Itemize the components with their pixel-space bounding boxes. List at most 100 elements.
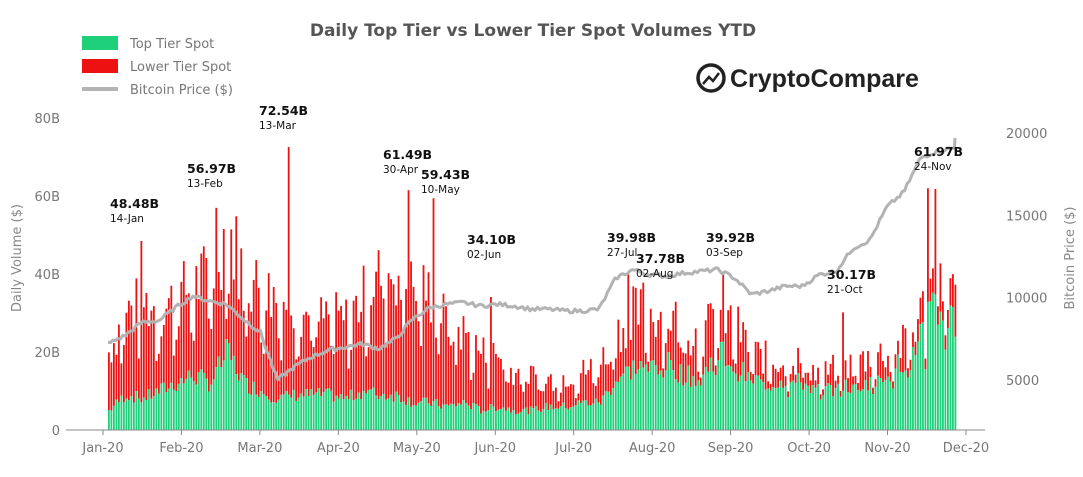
bar-top-tier [452, 404, 455, 430]
bar-lower-tier [902, 324, 904, 373]
bar-top-tier [247, 393, 250, 430]
bar-lower-tier [245, 336, 248, 379]
bar-top-tier [824, 386, 827, 430]
bar-lower-tier [889, 371, 892, 382]
bar-lower-tier [190, 332, 193, 378]
bar-top-tier [330, 390, 333, 430]
bar-top-tier [922, 322, 924, 430]
bar-top-tier [252, 381, 255, 430]
bar-top-tier [934, 294, 937, 430]
bar-lower-tier [664, 343, 667, 371]
bar-lower-tier [367, 347, 370, 390]
bar-lower-tier [617, 319, 620, 382]
bar-lower-tier [275, 302, 278, 403]
bar-top-tier [215, 367, 218, 430]
bar-lower-tier [657, 320, 660, 375]
bar-lower-tier [892, 381, 894, 389]
annotation-date: 13-Mar [259, 120, 297, 132]
bar-lower-tier [217, 271, 220, 357]
bar-top-tier [897, 354, 899, 430]
bar-top-tier [779, 380, 782, 430]
bar-top-tier [682, 385, 685, 430]
bar-top-tier [372, 387, 375, 430]
bar-lower-tier [172, 355, 175, 390]
bar-top-tier [262, 394, 265, 430]
bar-top-tier [242, 375, 245, 430]
bar-lower-tier [357, 322, 360, 393]
bar-top-tier [557, 408, 560, 430]
bar-top-tier [185, 378, 188, 430]
bar-top-tier [477, 406, 480, 430]
bar-top-tier [415, 405, 417, 430]
bar-lower-tier [142, 307, 145, 398]
bar-lower-tier [372, 296, 375, 388]
annotation-date: 03-Sep [706, 247, 743, 259]
bar-top-tier [642, 367, 645, 430]
bar-lower-tier [699, 377, 702, 386]
bar-lower-tier [702, 356, 705, 375]
bar-lower-tier [834, 380, 837, 389]
bar-lower-tier [824, 361, 827, 387]
bar-top-tier [862, 389, 864, 430]
bar-lower-tier [589, 359, 592, 406]
bar-lower-tier [505, 381, 507, 411]
bar-lower-tier [152, 306, 155, 397]
bar-top-tier [500, 408, 502, 430]
bar-top-tier [317, 388, 320, 430]
bar-lower-tier [360, 311, 363, 400]
bar-top-tier [295, 400, 298, 430]
annotation-date: 02-Jun [467, 249, 501, 261]
bar-top-tier [460, 404, 462, 430]
bar-lower-tier [287, 147, 290, 395]
bar-top-tier [549, 404, 552, 430]
bar-lower-tier [707, 303, 710, 372]
annotation-date: 14-Jan [110, 213, 144, 225]
bar-lower-tier [432, 198, 435, 401]
annotation-value: 30.17B [827, 267, 876, 282]
bar-top-tier [582, 400, 585, 430]
bar-lower-tier [679, 347, 682, 365]
bar-top-tier [927, 301, 929, 430]
bar-lower-tier [794, 374, 797, 383]
bar-top-tier [804, 383, 807, 430]
bar-lower-tier [797, 347, 799, 374]
bar-top-tier [632, 360, 635, 430]
bar-top-tier [347, 399, 350, 430]
bar-lower-tier [312, 347, 315, 395]
bar-top-tier [455, 406, 457, 430]
bar-top-tier [562, 402, 565, 430]
bar-top-tier [512, 410, 515, 430]
bar-lower-tier [947, 309, 949, 328]
bar-lower-tier [485, 362, 487, 412]
bar-top-tier [357, 392, 360, 430]
x-tick-label: Jan-20 [81, 441, 123, 456]
legend-label-top-tier: Top Tier Spot [129, 37, 214, 52]
bar-lower-tier [465, 332, 467, 404]
bar-top-tier [844, 379, 847, 430]
bar-top-tier [335, 395, 338, 430]
bar-lower-tier [662, 368, 665, 378]
bar-lower-tier [385, 342, 387, 400]
bar-top-tier [255, 394, 258, 430]
bar-top-tier [679, 364, 682, 430]
bar-top-tier [480, 413, 482, 430]
bar-top-tier [437, 406, 440, 430]
bar-top-tier [187, 370, 190, 430]
bar-top-tier [947, 327, 949, 430]
bar-lower-tier [832, 354, 834, 397]
bar-top-tier [115, 399, 118, 430]
bar-top-tier [537, 410, 540, 430]
bar-top-tier [787, 397, 789, 430]
bar-lower-tier [147, 326, 150, 390]
bar-lower-tier [417, 321, 420, 403]
bar-lower-tier [280, 360, 283, 395]
bar-lower-tier [604, 364, 607, 392]
bar-lower-tier [879, 343, 882, 379]
bar-top-tier [180, 378, 183, 430]
x-tick-label: Jul-20 [554, 441, 592, 456]
bar-top-tier [827, 383, 829, 430]
x-tick-label: Mar-20 [237, 441, 282, 456]
annotation-date: 27-Jul [607, 247, 637, 259]
bar-lower-tier [220, 289, 223, 368]
